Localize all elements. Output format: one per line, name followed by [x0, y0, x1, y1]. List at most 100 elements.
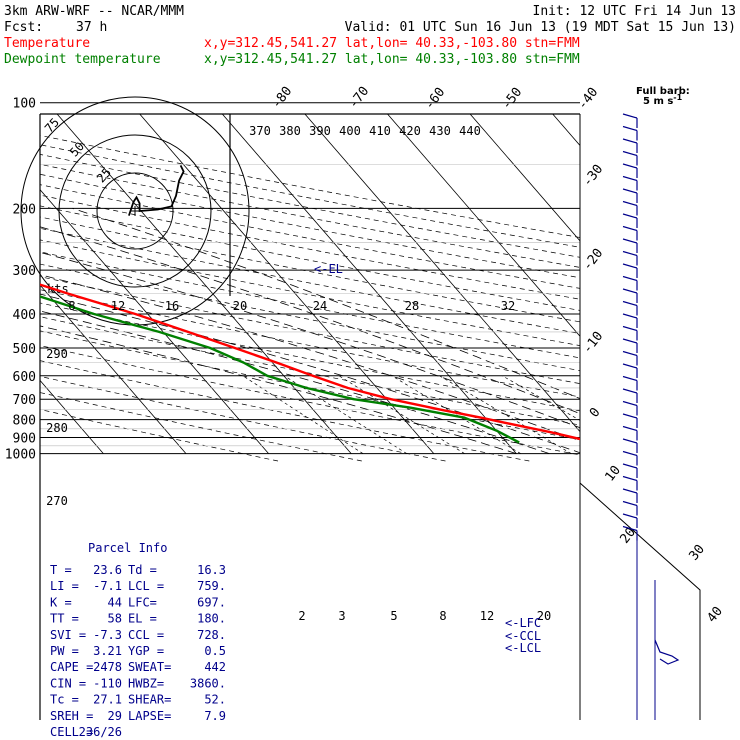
hodograph-ring — [96, 172, 174, 250]
wind-barb-flag — [622, 275, 638, 282]
moist-adiabat — [40, 293, 580, 454]
pressure-tick-label: 600 — [13, 370, 36, 385]
parcel-value: 16.3 — [197, 563, 226, 577]
dry-adiabat — [40, 216, 580, 323]
wind-barb-flag — [622, 138, 638, 144]
wind-barb-flag — [622, 463, 638, 469]
wind-barb-flag — [622, 488, 638, 494]
isotherm — [386, 114, 580, 337]
dry-adiabat — [40, 251, 580, 359]
pressure-tick-label: 500 — [13, 342, 36, 357]
mixing-ratio-label: 8 — [439, 609, 446, 623]
wind-barb-flag — [622, 225, 638, 232]
isotherm-label: -40 — [575, 85, 601, 113]
hodograph-ring-label: 25 — [94, 165, 114, 185]
theta-label: 400 — [339, 124, 361, 138]
isotherm-label: -60 — [422, 85, 448, 113]
wind-barb-flag — [622, 425, 638, 432]
parcel-value: LFC= — [128, 595, 157, 609]
sounding-traces — [40, 283, 580, 444]
parcel-info-panel: Parcel Info T = 23.6 Td = 16.3 LI = -7.1 LCL = 7… — [42, 536, 234, 739]
parcel-value: 2478 — [93, 660, 122, 674]
parcel-value: 442 — [204, 660, 226, 674]
parcel-value: 58 — [108, 612, 122, 626]
isotherm — [469, 114, 580, 242]
mixing-ratio-label: 12 — [480, 609, 494, 623]
parcel-value: Td = — [128, 563, 157, 577]
parcel-value: K = — [50, 595, 72, 609]
valid-time: Valid: 01 UTC Sun 16 Jun 13 (19 MDT Sat … — [345, 20, 736, 35]
speed-label: 32 — [501, 299, 515, 313]
barb-key-label: Full barb: — [636, 86, 690, 97]
legend-dewpoint-location: x,y=312.45,541.27 lat,lon= 40.33,-103.80… — [204, 52, 580, 67]
isotherm — [221, 114, 517, 454]
isobars — [40, 102, 580, 455]
wind-barb-flag — [622, 300, 638, 307]
dry-adiabat — [40, 205, 580, 311]
wind-barb-flag — [622, 325, 638, 332]
legend-dewpoint: Dewpoint temperature — [4, 52, 161, 67]
dewpoint-trace — [40, 295, 520, 444]
parcel-value: LCL = — [128, 579, 164, 593]
theta-label-left: 270 — [46, 494, 68, 508]
parcel-value: 7.9 — [204, 709, 226, 723]
isotherm — [40, 284, 187, 454]
parcel-value: CAPE = — [50, 660, 93, 674]
moist-adiabat — [40, 325, 517, 454]
wind-barb-flag — [622, 400, 638, 407]
isotherm — [139, 114, 435, 454]
level-annotation: <-CCL — [505, 629, 541, 643]
pressure-tick-label: 300 — [13, 264, 36, 279]
moist-adiabat — [40, 310, 550, 454]
parcel-value: 29 — [108, 709, 122, 723]
parcel-value: 697. — [197, 595, 226, 609]
wind-barb-flag — [622, 113, 638, 119]
mixing-ratio-label: 2 — [298, 609, 305, 623]
pressure-tick-label: 1000 — [5, 448, 36, 463]
wind-barb-flag — [622, 438, 638, 444]
wind-barb-flag — [622, 375, 638, 382]
moist-adiabat — [72, 207, 580, 399]
speed-label: 12 — [111, 299, 125, 313]
parcel-value: PW = — [50, 644, 79, 658]
level-annotation: <-LCL — [505, 641, 541, 655]
dry-adiabat — [40, 144, 580, 248]
lower-right-hodograph-box — [579, 482, 701, 720]
isotherm-label: 40 — [705, 604, 726, 626]
legend-temperature: Temperature — [4, 36, 90, 51]
pressure-tick-label: 800 — [13, 414, 36, 429]
wind-barb-flag — [622, 363, 638, 369]
parcel-title: Parcel Info — [88, 541, 167, 555]
fcst-label: Fcst: — [4, 20, 43, 35]
parcel-value: SVI = — [50, 628, 86, 642]
parcel-value: -7.3 — [93, 628, 122, 642]
wind-barbs — [622, 113, 638, 720]
pressure-tick-label: 700 — [13, 393, 36, 408]
barb-key-unit: -1 — [673, 93, 682, 102]
wind-barb-flag — [622, 175, 638, 182]
temperature-trace — [40, 283, 580, 441]
parcel-value: 236/26 — [79, 725, 122, 739]
parcel-value: CCL = — [128, 628, 164, 642]
speed-label: 16 — [165, 299, 179, 313]
wind-barb-flag — [622, 313, 638, 319]
parcel-value: EL = — [128, 612, 157, 626]
plot-frame — [39, 113, 581, 720]
dry-adiabat — [40, 239, 580, 346]
wind-barb-flag — [622, 263, 638, 269]
dry-adiabat — [40, 409, 279, 462]
dry-adiabat — [40, 345, 580, 456]
parcel-value: 728. — [197, 628, 226, 642]
theta-label-left: 280 — [46, 421, 68, 435]
parcel-value: 52. — [204, 693, 226, 707]
dry-adiabat — [40, 360, 530, 462]
mixing-ratio-label: 5 — [390, 609, 397, 623]
parcel-value: T = — [50, 563, 72, 577]
diagram-grid — [40, 114, 580, 462]
parcel-value: 3.21 — [93, 644, 122, 658]
dry-adiabat — [40, 263, 580, 371]
legend-temperature-location: x,y=312.45,541.27 lat,lon= 40.33,-103.80… — [204, 36, 580, 51]
aux-box-border — [579, 482, 701, 720]
dry-adiabat — [40, 194, 580, 300]
